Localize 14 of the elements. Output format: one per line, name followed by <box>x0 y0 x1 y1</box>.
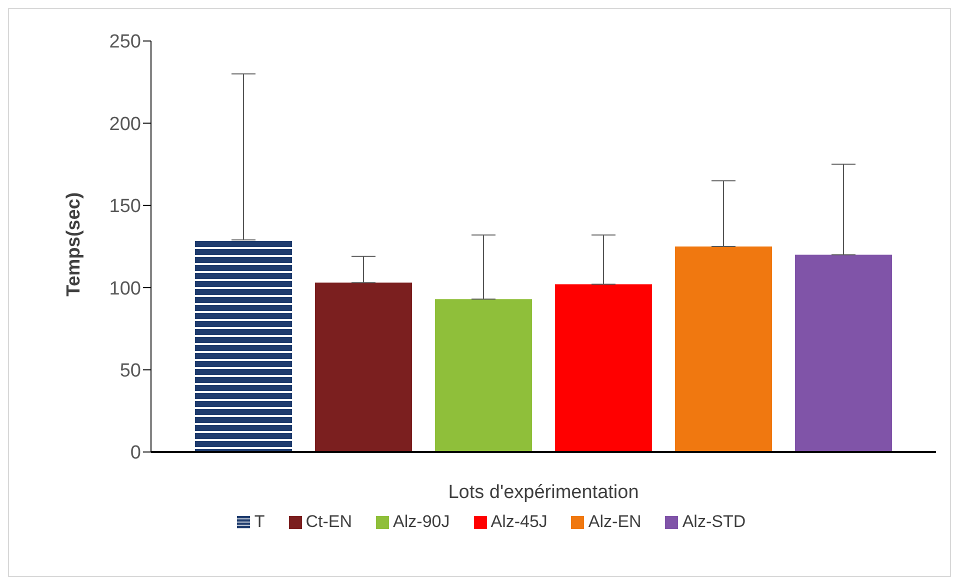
y-tick-label: 100 <box>109 278 141 300</box>
y-tick-label: 50 <box>120 360 141 382</box>
legend-label: T <box>254 512 265 531</box>
y-tick-label: 200 <box>109 114 141 135</box>
legend-label: Alz-45J <box>490 512 548 531</box>
legend-label: Alz-STD <box>682 512 746 531</box>
legend-label: Alz-EN <box>588 512 642 531</box>
y-axis-title: Temps(sec) <box>64 192 85 296</box>
y-tick-label: 250 <box>109 32 141 53</box>
legend-label: Ct-EN <box>306 512 352 531</box>
x-axis-title: Lots d'expérimentation <box>448 482 639 503</box>
y-tick-label: 0 <box>130 442 141 464</box>
y-tick-label: 150 <box>109 196 141 218</box>
legend-label: Alz-90J <box>393 512 450 531</box>
